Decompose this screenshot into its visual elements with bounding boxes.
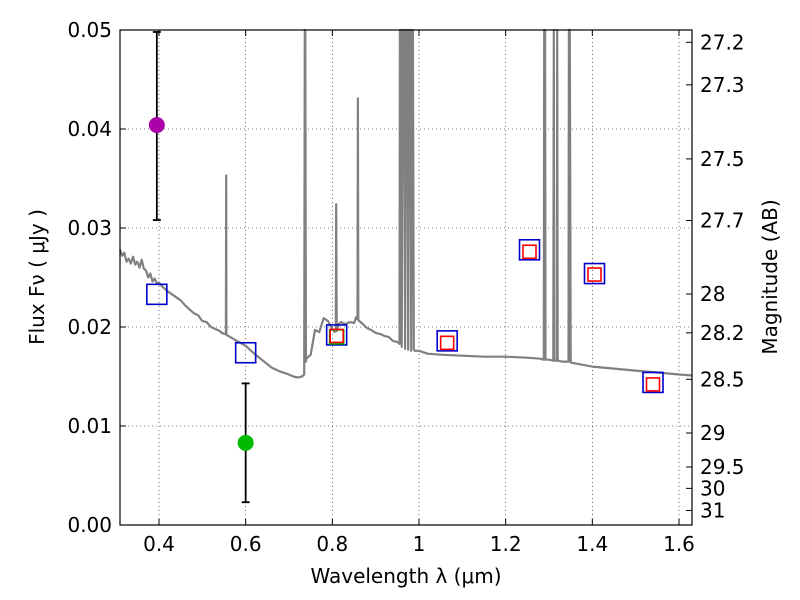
- magnitude-tick-label: 29: [700, 421, 725, 445]
- magnitude-tick-label: 27.5: [700, 147, 745, 171]
- flux-point-marker: [148, 117, 165, 134]
- photometry-square-marker: [439, 335, 455, 351]
- x-tick-label: 1.2: [490, 532, 522, 556]
- y-tick-label: 0.04: [67, 117, 112, 141]
- flux-point-marker: [237, 434, 254, 451]
- magnitude-tick-label: 27.3: [700, 73, 745, 97]
- photometry-square-marker: [587, 267, 602, 282]
- magnitude-tick-label: 28.5: [700, 367, 745, 391]
- x-tick-label: 1: [413, 532, 426, 556]
- magnitude-tick-label: 27.7: [700, 208, 745, 232]
- grid-lines: [120, 30, 692, 525]
- y-tick-label: 0.05: [67, 18, 112, 42]
- plot-frame: [119, 29, 693, 526]
- model-sed-layer: [118, 28, 693, 379]
- y-tick-label: 0.00: [67, 513, 112, 537]
- photometry-square-marker: [436, 330, 458, 352]
- photometry-square-marker: [325, 324, 348, 346]
- y-tick-label: 0.02: [67, 315, 112, 339]
- magnitude-tick-label: 27.2: [700, 30, 745, 54]
- x-axis-ticks: 0.4 0.6 0.8 1 1.2 1.4 1.6: [143, 30, 695, 556]
- x-axis-title: Wavelength λ (μm): [310, 564, 501, 588]
- magnitude-tick-label: 31: [700, 498, 725, 522]
- magnitude-tick-label: 29.5: [700, 455, 745, 479]
- magnitude-tick-label: 28.2: [700, 321, 745, 345]
- x-tick-label: 0.8: [316, 532, 348, 556]
- photometry-square-marker: [329, 328, 344, 344]
- magnitude-axis-title: Magnitude (AB): [758, 199, 782, 354]
- x-tick-label: 1.4: [576, 532, 608, 556]
- photometry-square-marker: [642, 371, 664, 394]
- x-tick-label: 1.6: [663, 532, 695, 556]
- y-axis-ticks: 0.00 0.01 0.02 0.03 0.04 0.05: [67, 18, 126, 537]
- x-tick-label: 0.4: [143, 532, 175, 556]
- photometry-square-marker: [234, 341, 257, 364]
- photometry-square-marker: [146, 283, 168, 306]
- markers-layer: [146, 117, 664, 451]
- magnitude-tick-label: 30: [700, 476, 725, 500]
- x-tick-label: 0.6: [230, 532, 262, 556]
- photometry-square-marker: [645, 377, 661, 392]
- photometry-square-marker: [518, 238, 541, 261]
- magnitude-tick-label: 28: [700, 282, 725, 306]
- y-tick-label: 0.03: [67, 216, 112, 240]
- y-tick-label: 0.01: [67, 414, 112, 438]
- y-axis-title: Flux Fν ( μJy ): [25, 209, 49, 345]
- sed-model-line: [118, 28, 693, 379]
- photometry-square-marker: [522, 244, 537, 260]
- photometry-square-marker: [583, 262, 606, 285]
